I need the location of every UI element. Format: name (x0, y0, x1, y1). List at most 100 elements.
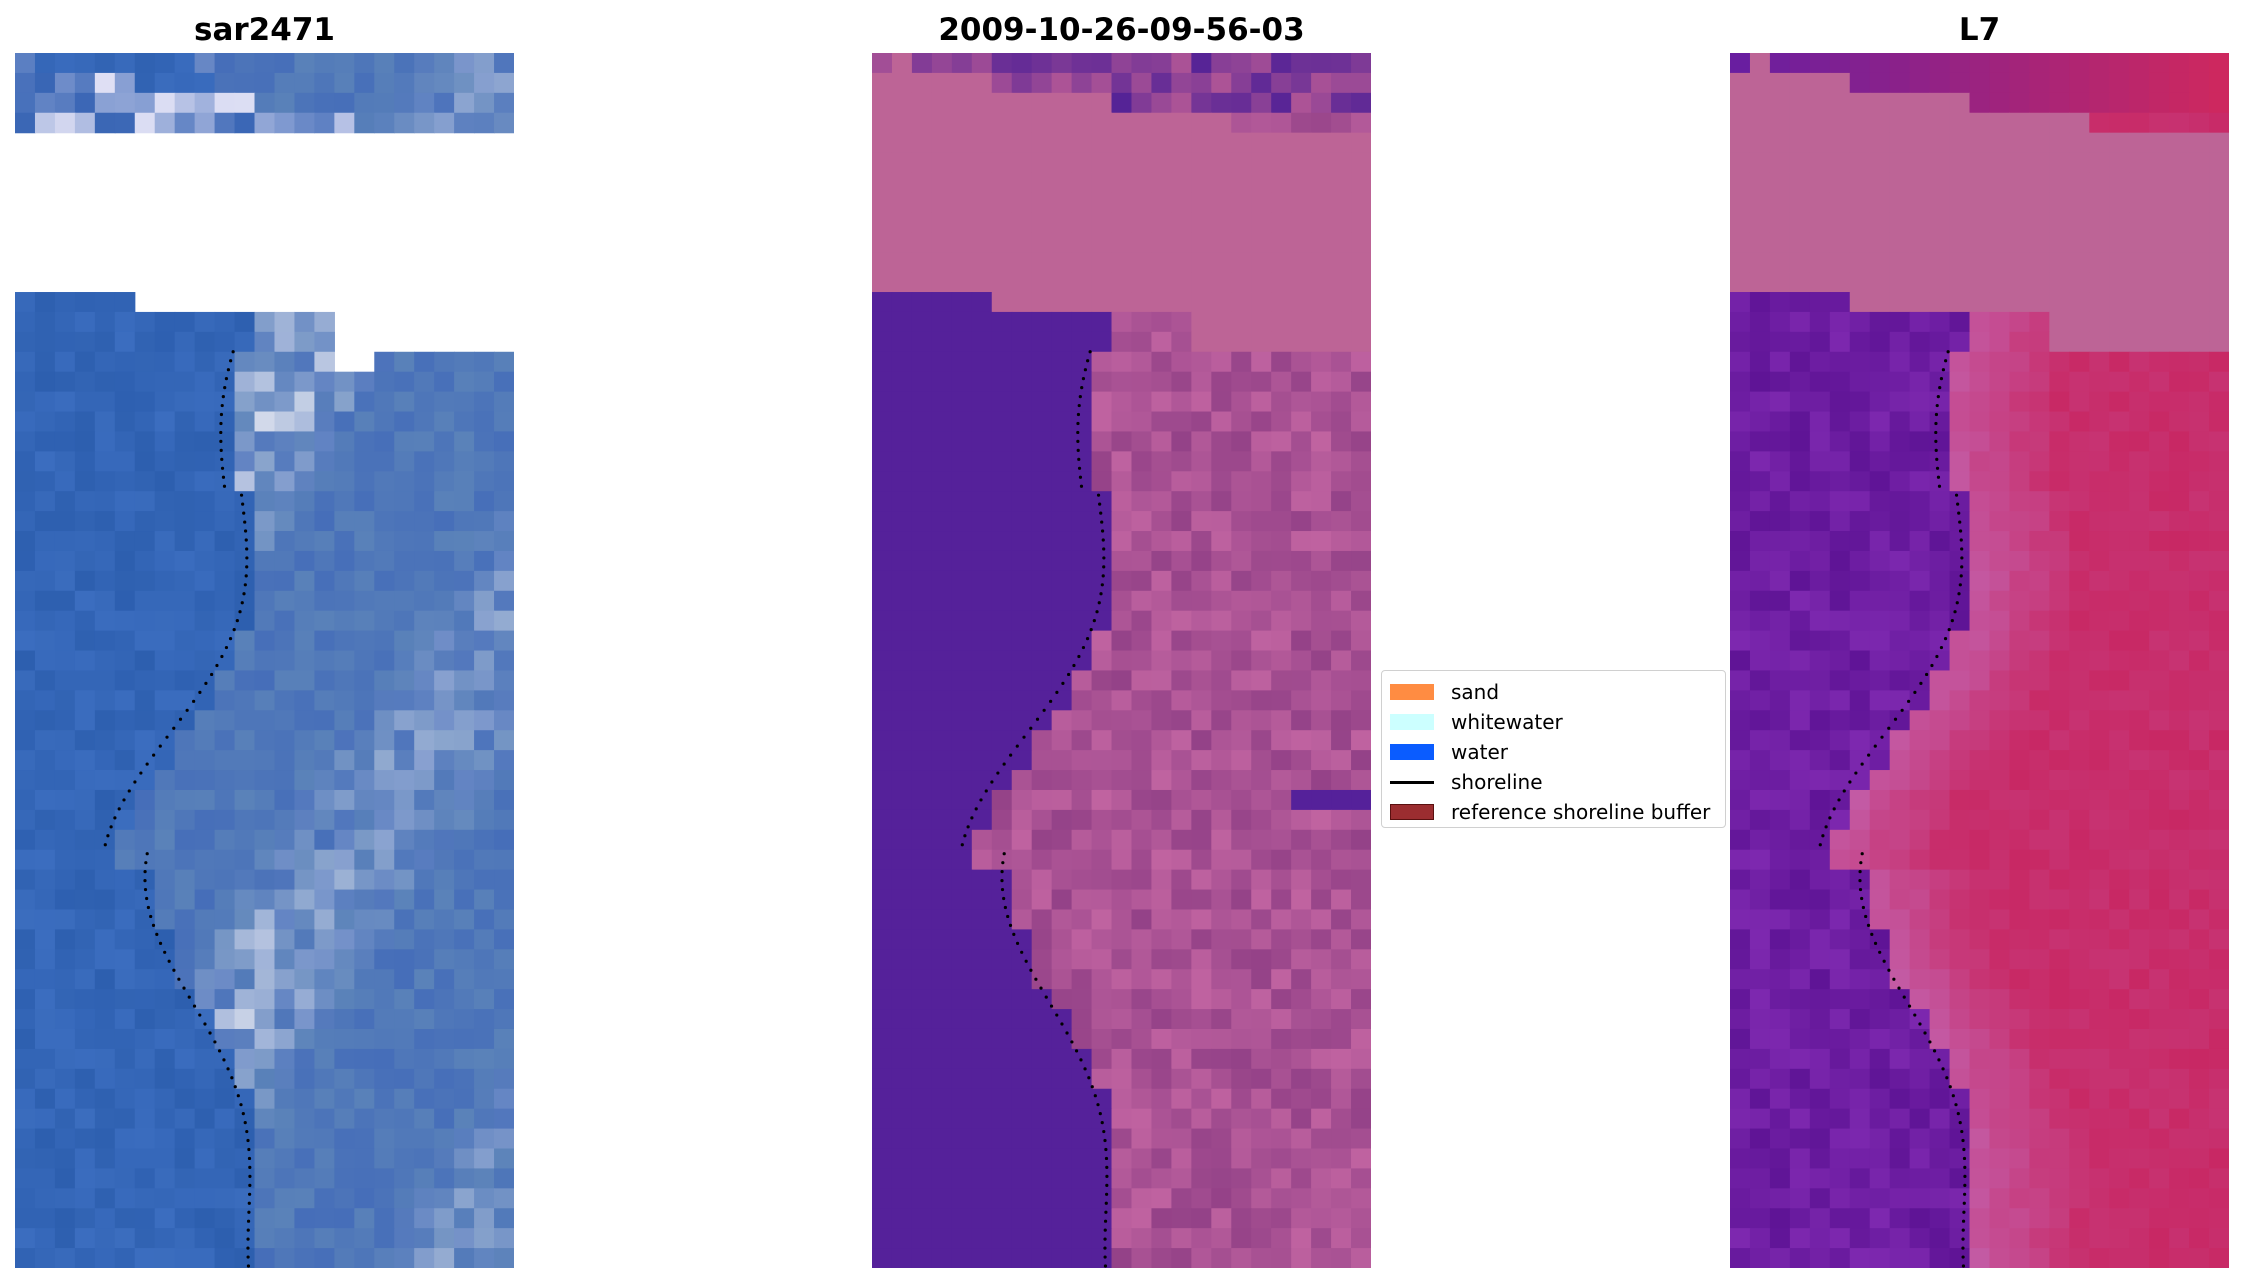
raster-pixel (34, 511, 56, 532)
raster-pixel (2209, 770, 2229, 791)
raster-pixel (1929, 590, 1951, 612)
raster-pixel (354, 650, 375, 672)
raster-pixel (971, 53, 993, 74)
raster-pixel (1989, 431, 2011, 452)
raster-pixel (1869, 889, 1891, 911)
raster-pixel (1989, 590, 2011, 612)
raster-pixel (1909, 829, 1931, 851)
raster-pixel (2149, 1108, 2170, 1130)
raster-pixel (2029, 730, 2050, 751)
raster-pixel (1151, 670, 1172, 691)
raster-pixel (1071, 730, 1093, 751)
raster-pixel (991, 590, 1013, 612)
raster-pixel (374, 72, 395, 94)
raster-pixel (1730, 630, 1751, 652)
raster-pixel (1969, 1028, 1991, 1050)
raster-pixel (394, 1108, 415, 1130)
raster-pixel (1949, 112, 1971, 134)
raster-pixel (2169, 710, 2190, 731)
raster-pixel (15, 909, 36, 930)
raster-pixel (1111, 1128, 1133, 1150)
raster-pixel (274, 331, 296, 353)
raster-pixel (1111, 1208, 1133, 1229)
raster-pixel (1191, 670, 1212, 691)
raster-pixel (1071, 630, 1093, 652)
shoreline-point (1880, 735, 1884, 739)
raster-pixel (2009, 1168, 2030, 1189)
raster-pixel (454, 391, 475, 413)
raster-pixel (274, 829, 296, 851)
raster-pixel (454, 1009, 475, 1030)
raster-pixel (1271, 1009, 1292, 1030)
raster-pixel (951, 829, 973, 851)
raster-pixel (294, 770, 315, 791)
raster-pixel (2189, 1168, 2210, 1189)
raster-pixel (34, 889, 56, 911)
raster-pixel (991, 1208, 1013, 1229)
raster-pixel (1251, 949, 1272, 970)
raster-pixel (1231, 889, 1252, 911)
raster-pixel (2009, 789, 2030, 811)
shoreline-point (244, 538, 248, 542)
raster-pixel (1271, 829, 1292, 851)
raster-pixel (2189, 710, 2210, 731)
raster-pixel (1211, 511, 1232, 532)
raster-pixel (1909, 132, 1931, 154)
raster-pixel (2149, 1168, 2170, 1189)
raster-pixel (1311, 750, 1332, 771)
raster-pixel (354, 829, 375, 851)
raster-pixel (2129, 710, 2150, 731)
raster-pixel (1929, 630, 1951, 652)
raster-pixel (2069, 272, 2090, 293)
raster-pixel (1849, 889, 1871, 911)
raster-pixel (911, 531, 933, 552)
raster-pixel (1949, 550, 1971, 572)
raster-pixel (2169, 670, 2190, 691)
raster-pixel (1271, 252, 1292, 273)
raster-pixel (2169, 172, 2190, 194)
raster-pixel (911, 511, 933, 532)
raster-pixel (294, 411, 315, 433)
raster-pixel (1151, 331, 1172, 353)
raster-pixel (1131, 53, 1153, 74)
raster-pixel (334, 789, 355, 811)
raster-pixel (454, 72, 475, 94)
raster-pixel (1730, 730, 1751, 751)
raster-pixel (2129, 869, 2150, 891)
shoreline-point (984, 789, 988, 793)
raster-pixel (2129, 311, 2150, 333)
raster-pixel (1291, 949, 1312, 970)
raster-pixel (74, 969, 96, 990)
raster-pixel (1251, 829, 1272, 851)
raster-pixel (2109, 491, 2130, 512)
raster-pixel (394, 491, 415, 512)
raster-pixel (1829, 1228, 1851, 1249)
raster-pixel (1949, 72, 1971, 94)
shoreline-point (228, 636, 233, 641)
raster-pixel (494, 789, 514, 811)
raster-pixel (214, 371, 236, 393)
raster-pixel (1291, 670, 1312, 691)
raster-pixel (434, 690, 455, 711)
raster-pixel (1331, 630, 1352, 652)
raster-pixel (1969, 949, 1991, 970)
raster-pixel (1031, 371, 1053, 393)
raster-pixel (1311, 252, 1332, 273)
raster-pixel (1829, 72, 1851, 94)
raster-pixel (414, 690, 435, 711)
raster-pixel (1331, 1068, 1352, 1090)
raster-pixel (1929, 849, 1951, 871)
raster-pixel (1291, 351, 1312, 373)
raster-pixel (414, 969, 435, 990)
raster-pixel (1291, 531, 1312, 552)
raster-pixel (1949, 1188, 1971, 1209)
raster-pixel (2029, 969, 2050, 990)
raster-pixel (1929, 730, 1951, 751)
raster-pixel (1311, 949, 1332, 970)
raster-pixel (1211, 72, 1232, 94)
raster-pixel (1829, 750, 1851, 771)
raster-pixel (1331, 969, 1352, 990)
raster-pixel (931, 1208, 953, 1229)
raster-pixel (2209, 829, 2229, 851)
raster-pixel (1131, 989, 1153, 1010)
